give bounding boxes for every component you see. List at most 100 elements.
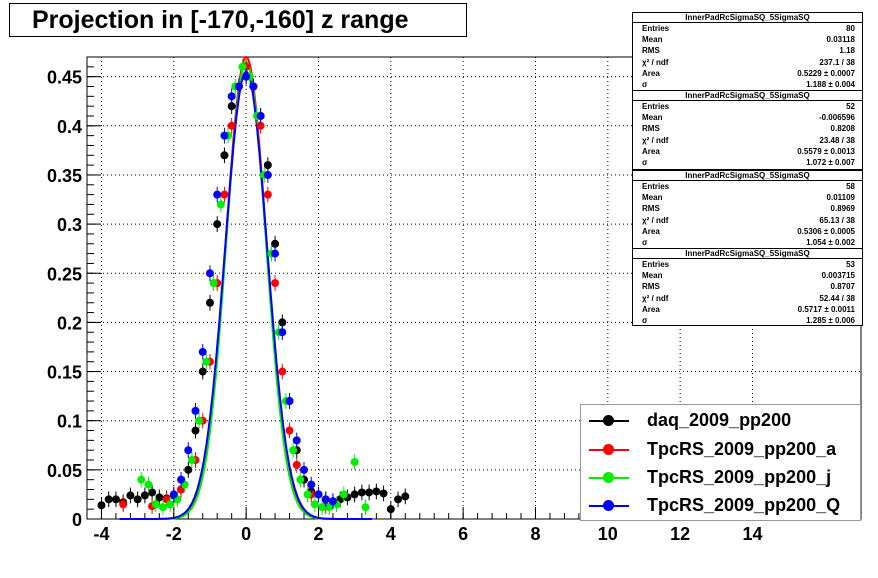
stats-row: σ 1.072 ± 0.007 [633, 157, 862, 168]
x-tick-label: 14 [742, 524, 762, 544]
stats-label: χ² / ndf [642, 293, 669, 303]
x-tick-label: 6 [458, 524, 468, 544]
y-tick-label: 0.15 [47, 363, 82, 383]
data-point [361, 499, 370, 516]
data-point [205, 294, 214, 311]
stats-value: 80 [846, 24, 855, 33]
stats-label: RMS [642, 204, 660, 214]
stats-value: 1.18 [839, 46, 855, 56]
stats-row: RMS 0.8969 [633, 203, 862, 214]
marker [292, 436, 301, 445]
marker [213, 190, 222, 199]
marker [296, 475, 305, 484]
marker [238, 62, 247, 71]
marker [256, 111, 265, 120]
axes: -4 -2 0 2 4 6 8 10 12 14 0 0.05 0.1 0.15 0.2 0.25 0.3 0.3… [47, 66, 840, 544]
stats-label: Entries [642, 24, 670, 33]
stats-row: Area 0.5717 ± 0.0011 [633, 304, 862, 315]
marker [303, 490, 312, 499]
marker [177, 475, 186, 484]
data-point [104, 491, 113, 508]
stats-row: Entries 53 [633, 259, 862, 270]
marker [278, 328, 287, 337]
marker [271, 249, 280, 258]
data-point [191, 422, 200, 439]
marker [155, 493, 164, 502]
legend-swatch-daq [581, 406, 637, 435]
stats-row: χ² / ndf 65.13 / 38 [633, 215, 862, 226]
data-point [271, 275, 280, 291]
data-point [263, 167, 272, 183]
chart-title: Projection in [-170,-160] z range [9, 3, 467, 37]
marker [191, 406, 200, 415]
marker [350, 490, 359, 499]
marker [148, 488, 157, 497]
stats-label: σ [642, 237, 648, 247]
legend-swatch-a [581, 435, 637, 464]
data-point [238, 58, 247, 75]
stats-value: 237.1 / 38 [819, 57, 855, 67]
marker [119, 500, 128, 509]
stats-box: InnerPadRcSigmaSQ_5SigmaSQ Entries 52 Mean -… [632, 90, 863, 170]
stats-row: Entries 80 [633, 23, 862, 34]
legend-entry-q: TpcRS_2009_pp200_Q [581, 491, 860, 520]
stats-label: σ [642, 315, 648, 325]
data-point [184, 442, 193, 459]
stats-row: σ 1.188 ± 0.004 [633, 79, 862, 90]
marker [191, 426, 200, 435]
marker [292, 460, 301, 469]
series-layer [97, 55, 410, 520]
marker [227, 102, 236, 111]
marker [169, 490, 178, 499]
stats-value: 0.5229 ± 0.0007 [797, 68, 855, 78]
marker [111, 495, 120, 504]
data-point [314, 486, 323, 503]
marker [216, 200, 225, 209]
stats-label: Area [642, 226, 660, 236]
data-point [379, 485, 388, 502]
data-point [242, 68, 251, 85]
stats-row: Mean 0.01109 [633, 192, 862, 203]
data-point [303, 486, 312, 503]
marker [220, 131, 229, 140]
stats-value: 0.8707 [830, 282, 855, 292]
stats-label: RMS [642, 282, 660, 292]
stats-row: RMS 0.8707 [633, 281, 862, 292]
data-point [198, 344, 207, 360]
marker [220, 190, 229, 199]
stats-value: 52.44 / 38 [819, 293, 855, 303]
stats-label: χ² / ndf [642, 135, 669, 145]
data-point [300, 461, 309, 478]
y-tick-label: 0.2 [57, 313, 82, 333]
marker [213, 220, 222, 229]
marker [144, 480, 153, 489]
data-point [158, 499, 167, 516]
stats-value: 1.188 ± 0.004 [806, 79, 855, 89]
data-point [285, 422, 294, 439]
stats-box-title: InnerPadRcSigmaSQ_5SigmaSQ [633, 249, 862, 259]
x-tick-label: 0 [241, 524, 251, 544]
data-point [339, 486, 348, 503]
data-point [307, 476, 316, 493]
stats-label: Mean [642, 271, 663, 281]
marker [198, 347, 207, 356]
marker [133, 495, 142, 504]
marker [187, 456, 196, 465]
marker [227, 121, 236, 130]
data-point [216, 196, 225, 213]
data-point [137, 471, 146, 488]
marker [394, 495, 403, 504]
stats-row: χ² / ndf 23.48 / 38 [633, 135, 862, 146]
stats-label: RMS [642, 124, 660, 134]
data-point [144, 476, 153, 493]
data-point [310, 496, 319, 513]
data-point [357, 484, 366, 501]
y-tick-label: 0.4 [57, 117, 82, 137]
x-tick-label: 12 [670, 524, 690, 544]
marker [166, 500, 175, 509]
marker [271, 239, 280, 248]
data-point [133, 491, 142, 508]
data-point [191, 403, 200, 419]
stats-label: Entries [642, 182, 670, 191]
stats-value: 1.054 ± 0.002 [806, 237, 855, 247]
